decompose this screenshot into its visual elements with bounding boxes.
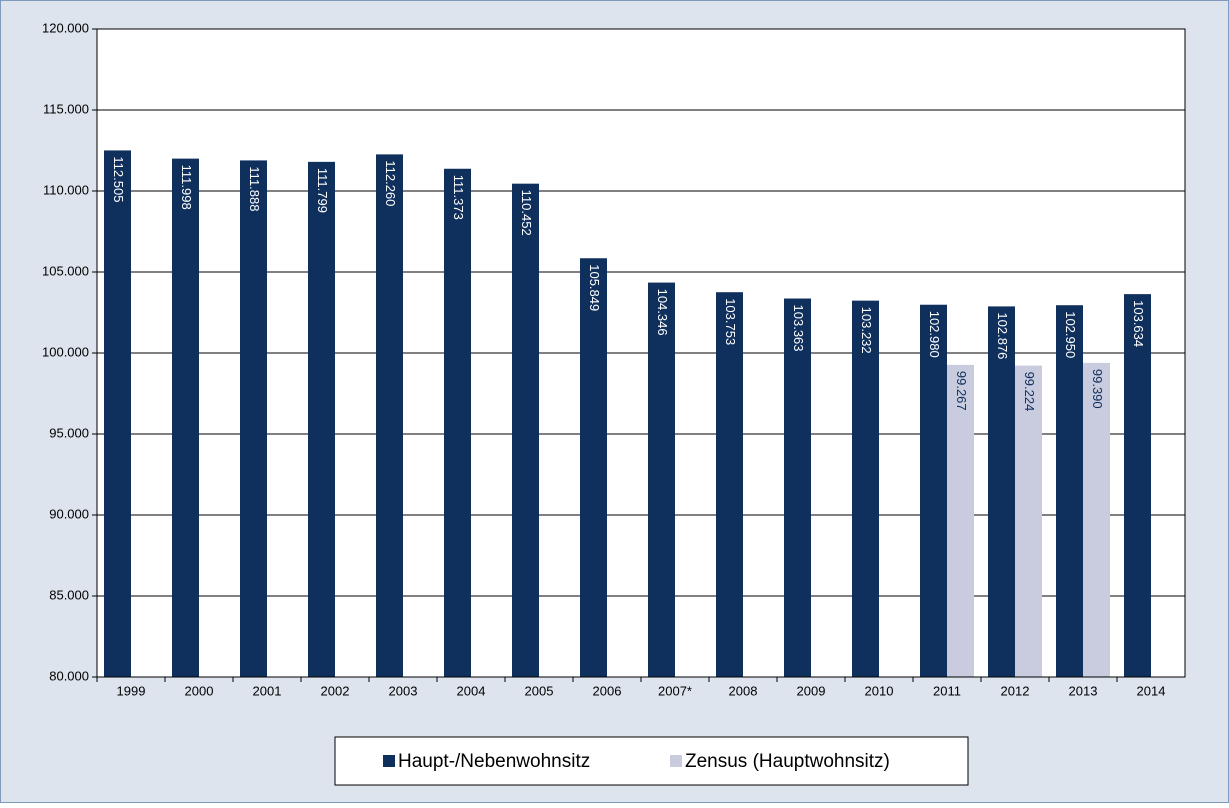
legend-swatch	[670, 755, 682, 767]
y-tick-label: 80.000	[49, 668, 89, 683]
data-label: 112.260	[383, 160, 398, 206]
x-tick-label: 2003	[389, 683, 418, 698]
bar	[444, 168, 471, 678]
bar	[1015, 365, 1042, 677]
x-tick-label: 2000	[185, 683, 214, 698]
bar	[988, 306, 1015, 677]
legend-swatch	[383, 755, 395, 767]
y-tick-label: 120.000	[42, 20, 89, 35]
bar	[1083, 362, 1110, 677]
bar	[172, 158, 199, 678]
data-label: 110.452	[519, 190, 534, 236]
y-tick-label: 105.000	[42, 263, 89, 278]
bar	[716, 292, 743, 677]
bar	[852, 300, 879, 677]
x-tick-label: 2014	[1137, 683, 1166, 698]
bar	[308, 161, 335, 677]
x-tick-label: 2005	[525, 683, 554, 698]
x-tick-label: 2009	[797, 683, 826, 698]
bar	[580, 258, 607, 677]
x-tick-label: 2006	[593, 683, 622, 698]
x-tick-label: 2007*	[658, 683, 692, 698]
data-label: 111.888	[247, 166, 262, 211]
bar	[104, 150, 131, 677]
legend-box	[334, 736, 969, 786]
plot-border	[96, 28, 1186, 678]
data-label: 103.363	[791, 305, 806, 352]
x-tick-label: 2013	[1069, 683, 1098, 698]
y-tick-label: 110.000	[43, 182, 89, 197]
bar	[376, 154, 403, 677]
legend-label: Haupt-/Nebenwohnsitz	[398, 751, 590, 772]
x-tick-label: 2004	[457, 683, 486, 698]
bar	[920, 304, 947, 677]
data-label: 99.267	[954, 371, 969, 411]
data-label: 102.980	[927, 311, 942, 358]
data-label: 104.346	[655, 289, 670, 336]
bar	[512, 183, 539, 677]
data-label: 103.753	[723, 298, 738, 345]
x-tick-label: 2008	[729, 683, 758, 698]
data-label: 102.876	[995, 312, 1010, 359]
data-label: 99.390	[1090, 369, 1105, 409]
data-label: 105.849	[587, 264, 602, 311]
data-label: 111.373	[451, 175, 466, 220]
data-label: 111.998	[179, 165, 194, 210]
data-label: 102.950	[1063, 311, 1078, 358]
x-tick-label: 2011	[933, 683, 961, 698]
x-tick-label: 2002	[321, 683, 350, 698]
data-label: 112.505	[111, 156, 126, 202]
y-tick-label: 90.000	[49, 506, 89, 521]
bar	[947, 364, 974, 677]
data-label: 111.799	[315, 168, 330, 213]
x-tick-label: 1999	[117, 683, 146, 698]
x-tick-label: 2010	[865, 683, 894, 698]
bar	[240, 160, 267, 677]
data-label: 103.232	[859, 307, 874, 354]
bar	[1056, 305, 1083, 677]
x-tick-label: 2012	[1001, 683, 1030, 698]
bar	[648, 282, 675, 677]
y-tick-label: 115.000	[43, 101, 89, 116]
y-tick-label: 100.000	[42, 344, 89, 359]
bar	[1124, 294, 1151, 677]
x-tick-label: 2001	[253, 683, 282, 698]
y-tick-label: 95.000	[49, 425, 89, 440]
y-tick-label: 85.000	[49, 587, 89, 602]
bar	[784, 298, 811, 677]
data-label: 103.634	[1131, 300, 1146, 347]
legend-label: Zensus (Hauptwohnsitz)	[685, 751, 890, 772]
data-label: 99.224	[1022, 372, 1037, 412]
